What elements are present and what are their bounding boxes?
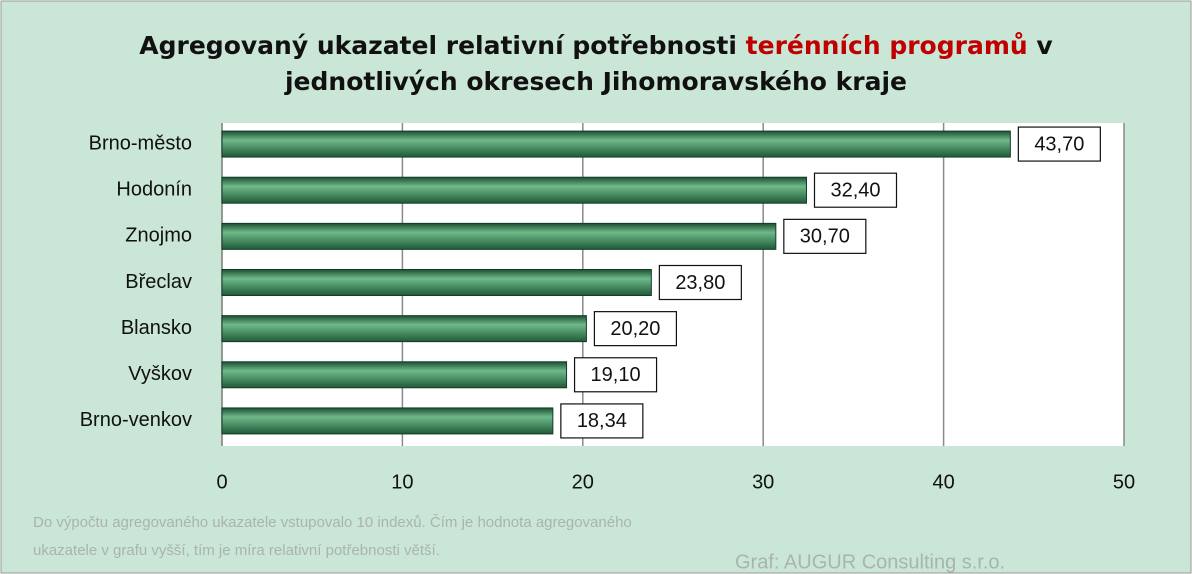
y-tick-label: Brno-město	[89, 132, 192, 154]
title-part: terénních programů	[745, 31, 1028, 60]
title-part: Agregovaný ukazatel relativní potřebnost…	[139, 31, 737, 60]
value-label-box	[560, 403, 644, 439]
x-tick-label: 10	[391, 471, 413, 493]
value-label: 20,20	[610, 318, 660, 340]
y-tick-label: Blansko	[121, 317, 192, 339]
x-tick-label: 30	[752, 471, 774, 493]
x-tick-label: 50	[1113, 471, 1135, 493]
y-tick-label: Vyškov	[128, 363, 192, 385]
note: Do výpočtu agregovaného ukazatele vstupo…	[33, 514, 632, 531]
bar	[221, 130, 1011, 158]
bar	[221, 269, 652, 296]
credit: Graf: AUGUR Consulting s.r.o.	[735, 551, 1005, 573]
bar	[221, 176, 807, 204]
value-label: 43,70	[1034, 133, 1084, 155]
bar	[221, 407, 554, 435]
y-tick-label: Břeclav	[125, 271, 192, 293]
value-label: 32,40	[830, 179, 880, 201]
y-tick-label: Znojmo	[125, 225, 192, 247]
note: ukazatele v grafu vyšší, tím je míra rel…	[33, 542, 440, 559]
value-label: 30,70	[800, 226, 850, 248]
value-label-box	[813, 172, 898, 208]
value-label-box	[1017, 126, 1101, 162]
y-tick-label: Hodonín	[116, 178, 192, 200]
x-tick-label: 0	[216, 471, 227, 493]
title-part: jednotlivých okresech Jihomoravského kra…	[284, 67, 908, 96]
bar	[221, 315, 587, 343]
value-label: 18,34	[577, 410, 627, 432]
y-tick-label: Brno-venkov	[80, 409, 192, 431]
value-label-box	[573, 357, 658, 393]
x-tick-label: 20	[572, 471, 594, 493]
x-tick-label: 40	[932, 471, 954, 493]
bar	[221, 361, 568, 389]
bar	[221, 222, 777, 250]
value-label-box	[658, 264, 742, 301]
title-part: v	[1036, 31, 1053, 60]
value-label: 23,80	[675, 272, 725, 294]
chart-title: Agregovaný ukazatel relativní potřebnost…	[0, 28, 1192, 100]
value-label-box	[593, 311, 678, 347]
value-label-box	[783, 218, 867, 254]
value-label: 19,10	[591, 364, 641, 386]
